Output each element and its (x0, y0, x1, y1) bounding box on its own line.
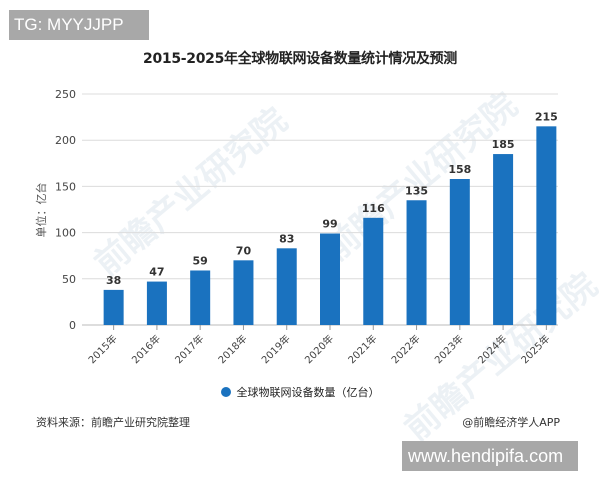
bar-value-label: 135 (405, 184, 428, 197)
bar (276, 248, 297, 325)
bar-value-label: 59 (193, 254, 208, 267)
x-tick-label: 2018年 (215, 332, 249, 366)
tg-watermark-badge: TG: MYYJJPP (9, 10, 149, 40)
source-note: 资料来源：前瞻产业研究院整理 (36, 416, 190, 429)
bar-value-label: 215 (535, 110, 558, 123)
bar (493, 154, 514, 325)
bar-value-label: 83 (279, 232, 294, 245)
bar (320, 233, 340, 325)
y-tick-label: 50 (62, 273, 76, 286)
y-tick-label: 150 (55, 180, 76, 193)
x-tick-label: 2022年 (388, 332, 422, 366)
x-tick-label: 2017年 (172, 332, 206, 366)
bar-value-label: 158 (448, 163, 471, 176)
bar-value-label: 70 (236, 244, 252, 257)
legend-marker-icon (220, 387, 231, 397)
x-tick-label: 2016年 (129, 332, 163, 366)
bar (190, 270, 211, 325)
bar (103, 289, 124, 325)
x-tick-label: 2024年 (475, 332, 509, 366)
y-axis-ticks: 0 50 100 150 200 250 (55, 88, 76, 332)
bar-value-label: 99 (322, 218, 337, 231)
x-tick-label: 2019年 (259, 332, 293, 366)
y-axis-label: 单位：亿台 (34, 183, 48, 238)
bar (536, 126, 557, 325)
bar (146, 281, 167, 325)
site-watermark-badge: www.hendipifa.com (402, 441, 578, 471)
chart-title: 2015-2025年全球物联网设备数量统计情况及预测 (143, 51, 457, 67)
x-tick-label: 2023年 (432, 332, 466, 366)
bar-value-label: 116 (362, 202, 385, 215)
y-tick-label: 200 (55, 134, 76, 147)
x-tick-label: 2020年 (302, 332, 336, 366)
bar (449, 179, 470, 325)
y-tick-label: 100 (55, 227, 76, 240)
x-tick-label: 2025年 (518, 332, 552, 366)
credit-note: @前瞻经济学人APP (462, 416, 560, 429)
bar-value-label: 185 (492, 138, 515, 151)
y-tick-label: 0 (69, 319, 76, 332)
legend-label: 全球物联网设备数量（亿台） (236, 386, 380, 399)
x-axis-ticks: 2015年 2016年 2017年 2018年 2019年 2020年 2021年 2022年… (85, 325, 552, 366)
bar (406, 200, 427, 325)
x-tick-label: 2021年 (345, 332, 379, 366)
legend: 全球物联网设备数量（亿台） (0, 384, 600, 400)
bar-value-label: 38 (106, 274, 121, 287)
y-tick-label: 250 (55, 88, 76, 101)
bar (363, 217, 384, 325)
bars: 38 47 59 70 83 99 116 135 158 185 215 (103, 110, 558, 325)
bar-value-label: 47 (149, 266, 164, 279)
x-tick-label: 2015年 (85, 332, 119, 366)
bar (233, 260, 254, 325)
